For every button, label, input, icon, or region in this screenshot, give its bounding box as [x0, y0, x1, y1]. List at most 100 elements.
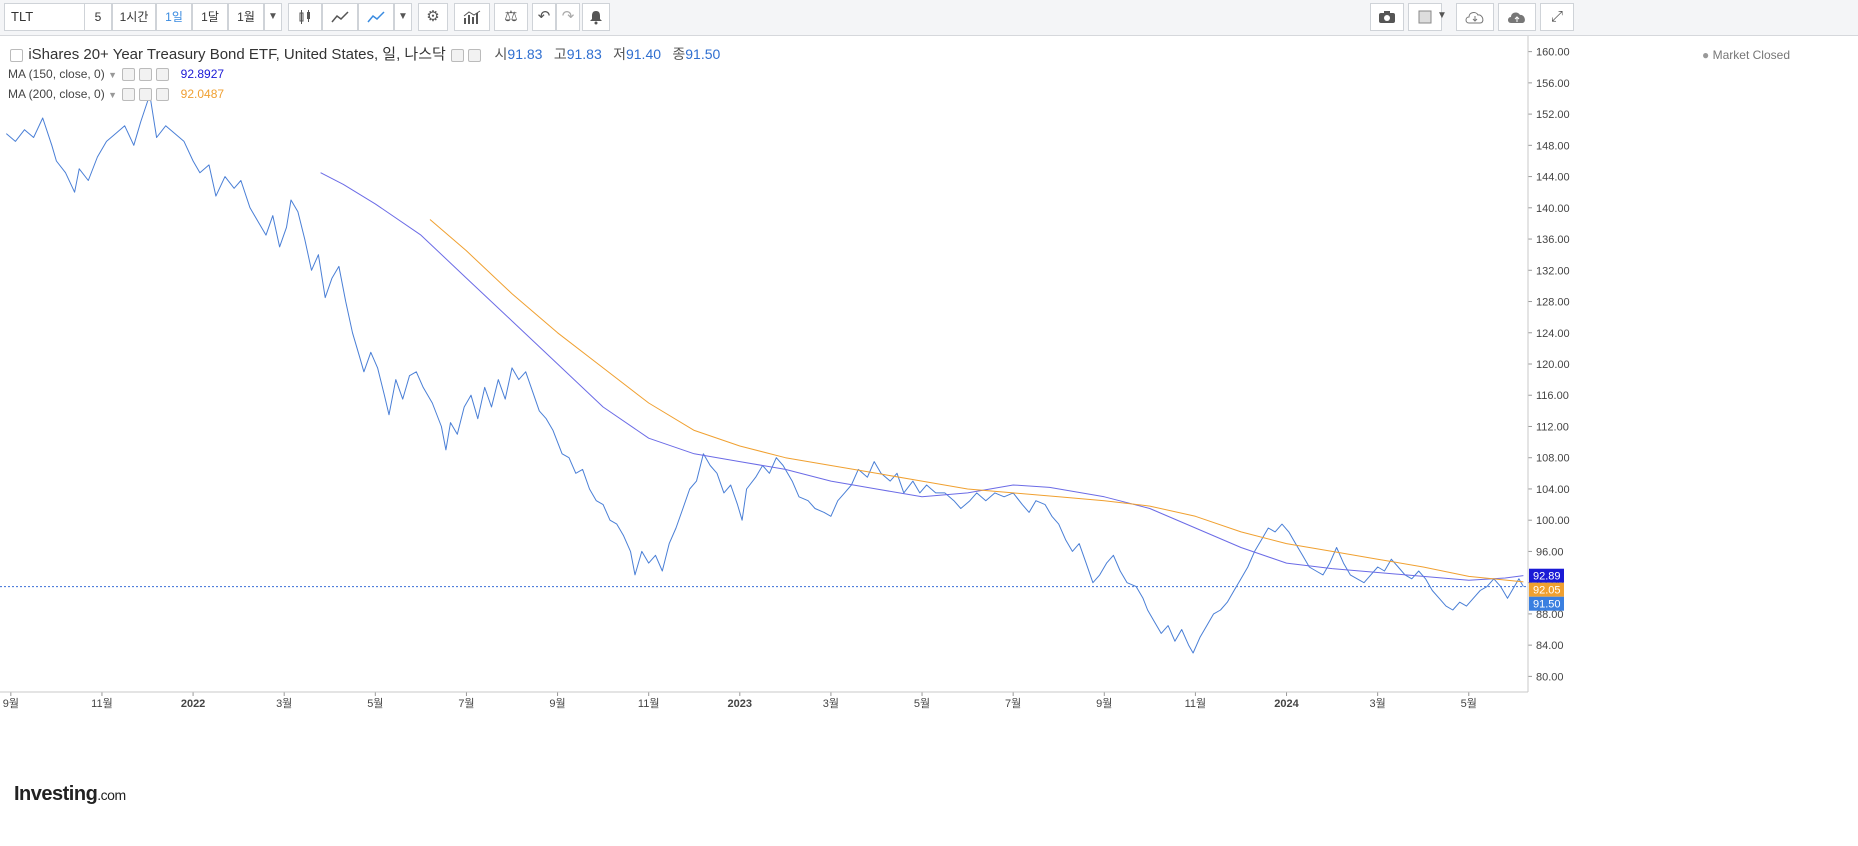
legend-main-row: iShares 20+ Year Treasury Bond ETF, Unit… [8, 44, 720, 64]
chart-toolbar: TLT 5 1시간 1일 1달 1월 ▼ ▼ ⚙ ⚖ ↶ ↷ ▼ ⤢ [0, 0, 1858, 36]
y-tick-label: 148.00 [1536, 140, 1570, 152]
ma200-eye-icon[interactable] [122, 88, 136, 102]
open-value: 91.83 [507, 46, 543, 62]
chart-canvas[interactable]: 80.0084.0088.0092.0096.00100.00104.00108… [0, 36, 1858, 841]
series-line-1 [320, 172, 1524, 581]
price-tag-label: 92.89 [1533, 571, 1561, 583]
y-tick-label: 144.00 [1536, 172, 1570, 184]
legend-ma150-row: MA (150, close, 0) ▼ 92.8927 [8, 64, 720, 84]
y-tick-label: 136.00 [1536, 234, 1570, 246]
ma200-settings-icon[interactable] [139, 88, 153, 102]
cloud-upload-icon[interactable] [1498, 3, 1536, 31]
y-tick-label: 80.00 [1536, 671, 1564, 683]
ma150-label: MA (150, close, 0) [8, 67, 105, 81]
market-status-text: Market Closed [1712, 48, 1790, 62]
y-tick-label: 120.00 [1536, 359, 1570, 371]
close-label: 종 [672, 46, 686, 62]
candle-icon[interactable] [288, 3, 322, 31]
series-line-0 [5, 94, 1524, 654]
x-tick-label: 2023 [728, 698, 752, 710]
interval-5[interactable]: 5 [84, 3, 112, 31]
series-layer [5, 94, 1524, 654]
interval-1mo[interactable]: 1달 [192, 3, 228, 31]
y-tick-label: 140.00 [1536, 203, 1570, 215]
x-tick-label: 11월 [91, 697, 113, 710]
logo-main: Investing [14, 783, 98, 805]
eye-icon[interactable] [451, 49, 465, 63]
settings-icon[interactable] [468, 49, 482, 63]
price-tag-bg [1529, 596, 1564, 611]
x-tick-label: 3월 [823, 697, 839, 710]
x-tick-label: 7월 [458, 697, 474, 710]
y-tick-label: 160.00 [1536, 47, 1570, 59]
x-tick-label: 5월 [367, 697, 383, 710]
ma150-value: 92.8927 [180, 67, 225, 81]
legend-ma200-row: MA (200, close, 0) ▼ 92.0487 [8, 84, 720, 104]
y-tick-label: 112.00 [1536, 421, 1569, 433]
ma200-label: MA (200, close, 0) [8, 87, 105, 101]
color-dropdown-icon[interactable]: ▼ [1437, 10, 1447, 21]
x-tick-label: 2022 [181, 698, 205, 710]
redo-icon[interactable]: ↷ [556, 3, 580, 31]
price-tag-bg [1529, 582, 1564, 597]
x-tick-label: 3월 [1370, 697, 1386, 710]
compare-icon[interactable]: ⚖ [494, 3, 528, 31]
market-status: ● Market Closed [1702, 48, 1790, 62]
high-value: 91.83 [566, 46, 602, 62]
y-tick-label: 128.00 [1536, 297, 1570, 309]
x-tick-label: 7월 [1005, 697, 1021, 710]
x-tick-label: 9월 [3, 697, 19, 710]
y-tick-label: 156.00 [1536, 78, 1570, 90]
collapse-icon[interactable] [10, 49, 23, 63]
low-label: 저 [613, 46, 626, 62]
color-box-icon[interactable] [1408, 3, 1442, 31]
high-label: 고 [553, 46, 567, 62]
low-value: 91.40 [625, 46, 662, 62]
price-tags: 92.89 92.05 91.50 [1529, 568, 1564, 611]
ma200-value: 92.0487 [180, 87, 225, 101]
fullscreen-icon[interactable]: ⤢ [1540, 3, 1574, 31]
alert-icon[interactable] [582, 3, 610, 31]
open-label: 시 [494, 46, 508, 62]
ma150-dropdown-icon[interactable]: ▼ [108, 70, 117, 80]
y-tick-label: 108.00 [1536, 453, 1570, 465]
y-tick-label: 104.00 [1536, 484, 1570, 496]
x-tick-label: 9월 [1096, 697, 1112, 710]
ma150-settings-icon[interactable] [139, 68, 153, 82]
x-tick-label: 5월 [1461, 697, 1477, 710]
cloud-download-icon[interactable] [1456, 3, 1494, 31]
interval-1w[interactable]: 1월 [228, 3, 264, 31]
undo-icon[interactable]: ↶ [532, 3, 556, 31]
y-tick-label: 88.00 [1536, 609, 1564, 621]
interval-1d[interactable]: 1일 [156, 3, 192, 31]
area-chart-icon[interactable] [358, 3, 394, 31]
price-tag-label: 91.50 [1533, 599, 1561, 611]
y-tick-label: 84.00 [1536, 640, 1564, 652]
gear-icon[interactable]: ⚙ [418, 3, 448, 31]
ma200-close-icon[interactable] [156, 88, 170, 102]
interval-1h[interactable]: 1시간 [112, 3, 156, 31]
interval-dropdown-icon[interactable]: ▼ [264, 3, 282, 31]
y-tick-label: 152.00 [1536, 109, 1570, 121]
logo-suffix: .com [97, 787, 126, 803]
y-tick-label: 100.00 [1536, 515, 1570, 527]
x-tick-label: 5월 [914, 697, 930, 710]
instrument-title: iShares 20+ Year Treasury Bond ETF, Unit… [28, 46, 446, 63]
chart-type-dropdown-icon[interactable]: ▼ [394, 3, 412, 31]
chart-legend: iShares 20+ Year Treasury Bond ETF, Unit… [8, 44, 720, 104]
ma150-eye-icon[interactable] [122, 68, 136, 82]
ma150-close-icon[interactable] [156, 68, 170, 82]
camera-icon[interactable] [1370, 3, 1404, 31]
x-tick-label: 11월 [638, 697, 660, 710]
x-axis: 9월 11월 2022 3월 5월 7월 9월 11월 2023 3월 5월 7월 9월 11월 2024 3… [3, 692, 1477, 710]
price-tag-bg [1529, 568, 1564, 583]
indicators-icon[interactable] [454, 3, 490, 31]
x-tick-label: 2024 [1274, 698, 1299, 710]
ma200-dropdown-icon[interactable]: ▼ [108, 90, 117, 100]
y-tick-label: 116.00 [1536, 390, 1569, 402]
series-line-2 [429, 219, 1524, 583]
price-chart[interactable]: 80.0084.0088.0092.0096.00100.00104.00108… [0, 36, 1858, 841]
y-tick-label: 96.00 [1536, 546, 1564, 558]
x-tick-label: 11월 [1185, 697, 1207, 710]
line-chart-icon[interactable] [322, 3, 358, 31]
